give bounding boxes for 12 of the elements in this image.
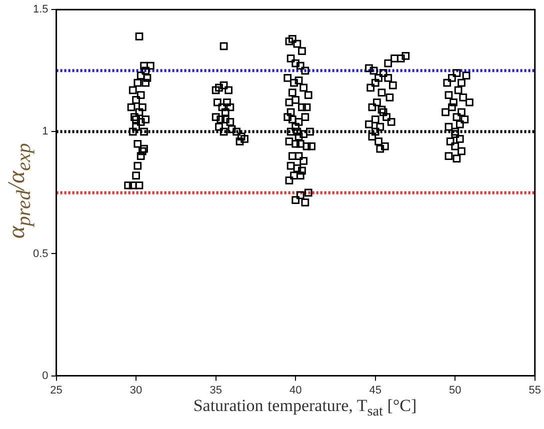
- x-tick-label: 45: [369, 384, 382, 396]
- y-tick-label: 0: [42, 370, 48, 382]
- y-tick-label: 0.5: [32, 248, 48, 260]
- x-tick-label: 55: [528, 384, 542, 396]
- x-tick-label: 50: [448, 384, 462, 396]
- x-tick-label: 40: [289, 384, 302, 396]
- y-tick-label: 1: [42, 126, 48, 138]
- x-axis-title: Saturation temperature, T$_{sat}$ [°C]: [192, 396, 418, 420]
- y-tick-label: 1.5: [32, 4, 48, 16]
- x-tick-label: 30: [130, 384, 142, 396]
- x-tick-label: 35: [210, 384, 222, 396]
- x-tick-label: 25: [50, 384, 62, 396]
